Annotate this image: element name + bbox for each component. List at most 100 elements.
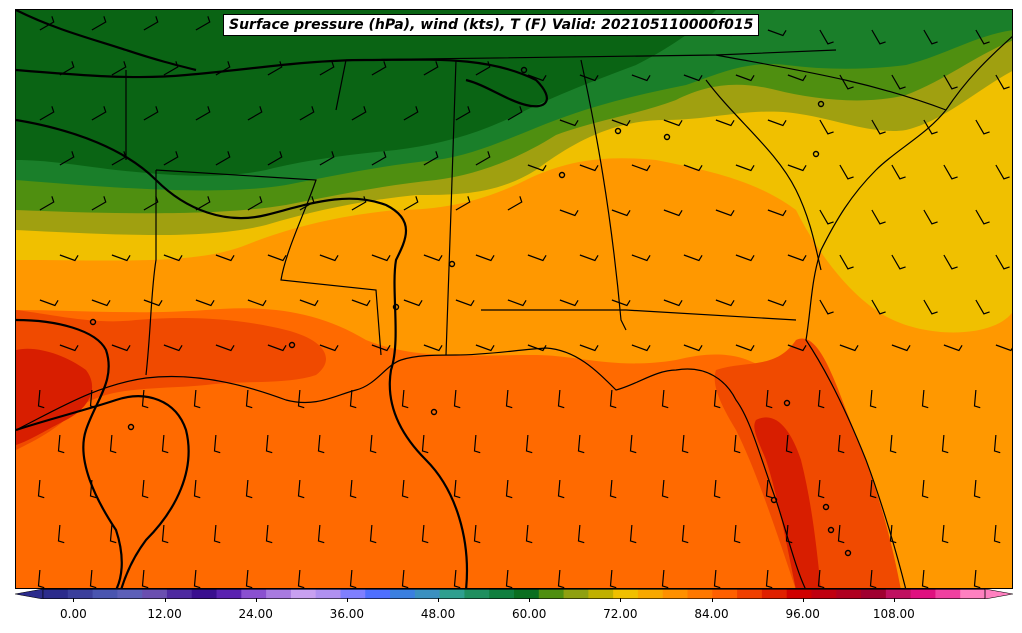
wind-barb <box>37 389 45 409</box>
wind-barb <box>455 106 471 121</box>
wind-barb <box>143 16 159 31</box>
wind-barb <box>267 61 283 76</box>
state-border-al-ga <box>580 59 627 331</box>
colorbar-segment <box>885 589 912 599</box>
colorbar-tick-mark <box>802 598 804 602</box>
wind-barb <box>475 344 495 352</box>
wind-barb <box>735 344 755 352</box>
wind-barb <box>59 61 75 76</box>
wind-barb <box>715 299 735 307</box>
wind-barb <box>475 151 491 166</box>
colorbar-segment <box>266 589 292 599</box>
wind-barb <box>819 119 834 135</box>
wind-barb <box>975 29 990 45</box>
colorbar-tick-mark <box>255 598 257 602</box>
wind-barb <box>37 569 45 588</box>
wind-barb <box>143 196 159 211</box>
wind-barb <box>89 479 97 499</box>
wind-barb <box>889 524 897 544</box>
wind-barb <box>505 569 513 588</box>
wind-barb <box>817 479 825 499</box>
wind-barb <box>943 344 963 352</box>
calm-markers <box>89 66 852 557</box>
wind-barb <box>765 389 773 409</box>
colorbar-segment <box>464 589 490 599</box>
wind-barb <box>837 434 845 454</box>
isobar-4 <box>16 395 190 588</box>
wind-barb <box>663 299 683 307</box>
wind-barb <box>57 434 65 454</box>
wind-barb <box>527 74 547 82</box>
wind-barb <box>161 524 169 544</box>
wind-barb <box>785 524 793 544</box>
calm-marker <box>770 496 778 504</box>
band-red-florida-core <box>754 417 821 588</box>
colorbar-segment <box>935 589 961 599</box>
wind-barb <box>787 254 807 262</box>
wind-barb <box>923 119 938 135</box>
colorbar-tick-label: 72.00 <box>603 607 638 621</box>
calm-marker <box>288 341 296 349</box>
wind-barb <box>507 299 527 307</box>
colorbar-ticks: 0.00 12.00 24.00 36.00 48.00 60.00 72.00 84.00 9… <box>0 598 1022 628</box>
wind-barb <box>681 524 689 544</box>
wind-barb <box>713 389 721 409</box>
colorbar-segment <box>439 589 465 599</box>
wind-barb <box>559 209 579 217</box>
colorbar-tick-label: 60.00 <box>512 607 547 621</box>
isobar-1 <box>16 58 548 108</box>
wind-barb <box>629 434 637 454</box>
wind-barb <box>403 299 423 307</box>
wind-barb <box>663 119 683 127</box>
wind-barb <box>265 434 273 454</box>
wind-barb <box>767 299 787 307</box>
colorbar-tick-mark <box>346 598 348 602</box>
wind-barb <box>319 254 339 262</box>
wind-barb <box>891 254 906 270</box>
calm-marker <box>817 100 825 108</box>
wind-barb <box>265 524 273 544</box>
colorbar-tick-label: 48.00 <box>420 607 456 621</box>
wind-barb <box>819 299 834 315</box>
wind-barb <box>299 196 315 211</box>
wind-barb <box>559 299 579 307</box>
wind-barb <box>215 151 231 166</box>
wind-barb <box>683 254 703 262</box>
wind-barb <box>923 209 938 225</box>
wind-barb <box>215 344 235 352</box>
wind-barb <box>767 209 787 217</box>
wind-barb <box>921 479 929 499</box>
colorbar-segment <box>637 589 664 599</box>
colorbar-segment <box>687 589 713 599</box>
wind-barb <box>143 106 159 121</box>
calm-marker <box>127 423 135 431</box>
wind-barb <box>215 254 235 262</box>
wind-barb <box>557 569 565 588</box>
state-border-nc-sc <box>715 54 947 111</box>
colorbar-segment <box>960 589 986 599</box>
wind-barb <box>267 151 283 166</box>
colorbar-tick-label: 0.00 <box>60 607 87 621</box>
calm-marker <box>783 399 791 407</box>
isobar-3 <box>16 318 123 588</box>
colorbar-segment <box>514 589 540 599</box>
wind-barb <box>475 61 491 76</box>
wind-barb <box>871 119 886 135</box>
calm-marker <box>614 127 622 135</box>
calm-marker <box>844 549 852 557</box>
band-dark-green <box>16 10 716 176</box>
wind-barb <box>195 196 211 211</box>
wind-barb <box>349 569 357 588</box>
wind-barb <box>973 569 981 588</box>
wind-barb <box>995 254 1010 270</box>
wind-barb <box>109 434 117 454</box>
wind-barb <box>839 164 854 180</box>
colorbar-segment <box>811 589 837 599</box>
calm-marker <box>558 171 566 179</box>
colorbar-tick-mark <box>164 598 166 602</box>
wind-barb <box>871 299 886 315</box>
colorbar-segment <box>142 589 168 599</box>
colorbar-segment <box>414 589 441 599</box>
wind-barb <box>869 479 877 499</box>
wind-barb <box>505 389 513 409</box>
